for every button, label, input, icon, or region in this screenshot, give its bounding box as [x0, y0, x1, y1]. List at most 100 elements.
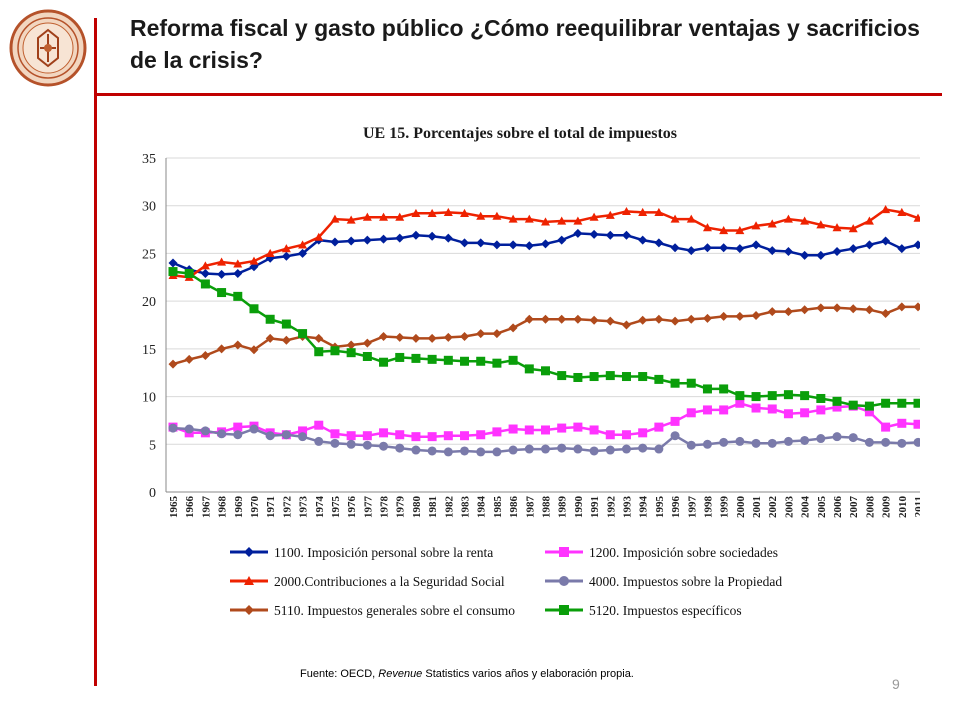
data-point [767, 391, 777, 401]
data-point [541, 314, 550, 324]
data-point [605, 230, 615, 240]
data-point [492, 240, 502, 250]
data-point [881, 309, 891, 319]
data-point [200, 279, 210, 289]
data-point [751, 392, 761, 402]
data-point [783, 390, 793, 400]
data-point [719, 437, 729, 447]
legend-item: 5110. Impuestos generales sobre el consu… [230, 603, 515, 618]
data-point [541, 366, 550, 376]
data-point [492, 329, 502, 339]
data-point [281, 251, 291, 261]
data-point [233, 291, 243, 301]
data-point [816, 393, 826, 403]
data-point [346, 431, 356, 441]
data-point [670, 316, 680, 326]
y-tick-label: 35 [142, 152, 156, 167]
data-point [265, 333, 275, 343]
data-point [816, 250, 826, 260]
data-point [864, 407, 874, 417]
data-point [411, 333, 421, 343]
x-tick-label: 1986 [508, 496, 520, 519]
y-tick-label: 10 [142, 391, 156, 406]
data-point [524, 314, 534, 324]
data-point [314, 436, 324, 446]
data-point [638, 315, 648, 325]
data-point [281, 319, 291, 329]
data-point [719, 226, 729, 235]
series-4 [168, 423, 920, 457]
data-point [200, 261, 210, 270]
data-point [330, 237, 340, 247]
data-point [395, 352, 405, 362]
data-point [751, 403, 761, 413]
data-point [638, 428, 648, 438]
data-point [249, 345, 259, 355]
data-point [184, 268, 194, 278]
data-point [217, 257, 227, 266]
data-point [541, 239, 550, 249]
data-point [168, 359, 178, 369]
data-point [476, 447, 486, 457]
x-tick-label: 2009 [881, 496, 893, 519]
data-point [913, 398, 920, 408]
y-tick-label: 15 [142, 343, 156, 358]
legend-item: 4000. Impuestos sobre la Propiedad [545, 574, 782, 589]
data-point [411, 353, 421, 363]
legend-marker [244, 547, 254, 557]
data-point [654, 207, 664, 216]
data-point [751, 438, 761, 448]
data-point [913, 213, 920, 222]
y-tick-label: 30 [142, 200, 156, 215]
x-tick-label: 1977 [362, 496, 374, 519]
data-point [508, 323, 518, 333]
data-point [314, 420, 324, 430]
data-point [362, 212, 372, 221]
data-point [783, 409, 793, 419]
data-point [751, 310, 761, 320]
legend-marker [244, 605, 254, 615]
data-point [330, 346, 340, 356]
data-point [249, 256, 259, 265]
data-point [573, 228, 583, 238]
x-tick-label: 1969 [233, 496, 245, 519]
legend-label: 5120. Impuestos específicos [589, 603, 742, 618]
x-tick-label: 1983 [460, 496, 472, 519]
data-point [589, 372, 599, 382]
data-point [443, 207, 453, 216]
legend-label: 4000. Impuestos sobre la Propiedad [589, 574, 782, 589]
data-point [281, 244, 291, 253]
data-point [621, 206, 631, 216]
data-point [573, 216, 583, 225]
legend-item: 1200. Imposición sobre sociedades [545, 545, 778, 560]
data-point [605, 316, 615, 326]
data-point [913, 302, 920, 312]
legend-marker [559, 605, 569, 615]
data-point [654, 314, 664, 324]
x-tick-label: 1967 [200, 496, 212, 519]
x-tick-label: 1971 [265, 496, 277, 518]
data-point [557, 235, 567, 245]
data-point [395, 212, 405, 221]
data-point [573, 314, 583, 324]
data-point [913, 240, 920, 250]
x-tick-label: 1966 [184, 496, 196, 519]
data-point [395, 430, 405, 440]
data-point [913, 419, 920, 429]
data-point [217, 429, 227, 439]
data-point [589, 212, 599, 221]
data-point [233, 340, 243, 350]
data-point [654, 238, 664, 248]
legend-item: 1100. Imposición personal sobre la renta [230, 545, 493, 560]
data-point [589, 229, 599, 239]
data-point [314, 333, 324, 343]
data-point [832, 223, 842, 232]
data-point [362, 338, 372, 348]
data-point [670, 214, 680, 223]
data-point [492, 447, 502, 457]
y-tick-label: 20 [142, 295, 156, 310]
data-point [411, 445, 421, 455]
data-point [460, 238, 470, 248]
x-tick-label: 1992 [605, 495, 617, 518]
x-tick-label: 2010 [897, 496, 909, 519]
